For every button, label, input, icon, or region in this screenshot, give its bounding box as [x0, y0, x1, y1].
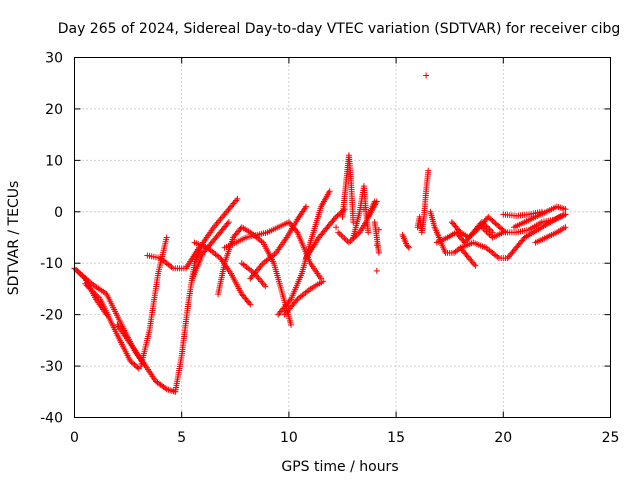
data-point — [375, 249, 382, 256]
data-point-isolated — [373, 267, 380, 274]
data-point — [486, 215, 493, 222]
data-point — [489, 217, 496, 224]
data-point — [134, 364, 141, 371]
y-axis-label: SDTVAR / TECUs — [6, 181, 22, 296]
x-tick-label: 5 — [177, 430, 186, 446]
plot-frame — [74, 57, 611, 418]
data-point — [562, 211, 569, 218]
y-tick-label: 20 — [45, 102, 63, 118]
data-point — [303, 203, 310, 210]
y-tick-label: 0 — [54, 205, 63, 221]
data-point — [262, 283, 269, 290]
data-point — [365, 229, 372, 236]
data-point — [562, 206, 569, 213]
data-point — [127, 357, 134, 364]
y-tick-label: -10 — [40, 256, 63, 272]
chart-title: Day 265 of 2024, Sidereal Day-to-day VTE… — [58, 21, 621, 37]
y-tick-label: -40 — [40, 411, 63, 427]
y-tick-label: -20 — [40, 308, 63, 324]
data-point — [492, 220, 499, 227]
data-point — [493, 221, 500, 228]
x-tick-label: 20 — [494, 430, 512, 446]
data-point — [288, 321, 295, 328]
data-point — [131, 361, 138, 368]
data-point — [464, 253, 471, 260]
x-tick-label: 0 — [70, 430, 79, 446]
x-axis-label: GPS time / hours — [281, 459, 398, 475]
data-point — [485, 213, 492, 220]
data-point — [225, 219, 232, 226]
x-tick-label: 15 — [387, 430, 405, 446]
data-point — [425, 167, 432, 174]
data-point — [496, 224, 503, 231]
x-tick-label: 10 — [280, 430, 298, 446]
data-point — [247, 301, 254, 308]
data-point — [538, 208, 545, 215]
data-point — [234, 195, 241, 202]
data-point — [499, 226, 506, 233]
data-point — [404, 243, 411, 250]
data-point — [335, 211, 342, 218]
data-point — [488, 216, 495, 223]
data-point — [293, 227, 300, 234]
data-point-isolated — [360, 206, 367, 213]
data-point — [405, 244, 412, 251]
data-point — [562, 224, 569, 231]
y-tick-label: -30 — [40, 359, 63, 375]
data-point — [331, 215, 338, 222]
data-point-isolated — [375, 226, 382, 233]
data-point — [224, 220, 231, 227]
data-point — [132, 363, 139, 370]
x-tick-label: 25 — [602, 430, 620, 446]
data-point — [334, 212, 341, 219]
data-point — [373, 198, 380, 205]
data-point — [320, 278, 327, 285]
data-point-isolated — [423, 72, 430, 79]
data-point — [195, 244, 202, 251]
data-point — [495, 222, 502, 229]
data-point — [489, 229, 496, 236]
axes: 0 5 10 15 20 25 -40 -30 -20 -10 0 10 20 30 — [40, 51, 619, 447]
data-point — [472, 262, 479, 269]
data-point — [246, 299, 253, 306]
data-points — [71, 72, 569, 395]
data-point — [333, 213, 340, 220]
data-point-isolated — [333, 224, 340, 231]
y-tick-label: 10 — [45, 153, 63, 169]
data-point — [491, 219, 498, 226]
y-tick-label: 30 — [45, 51, 63, 67]
data-point — [326, 188, 333, 195]
data-point — [130, 360, 137, 367]
data-point-isolated — [373, 242, 380, 249]
data-point — [128, 359, 135, 366]
data-point — [163, 234, 170, 241]
data-point — [338, 208, 345, 215]
